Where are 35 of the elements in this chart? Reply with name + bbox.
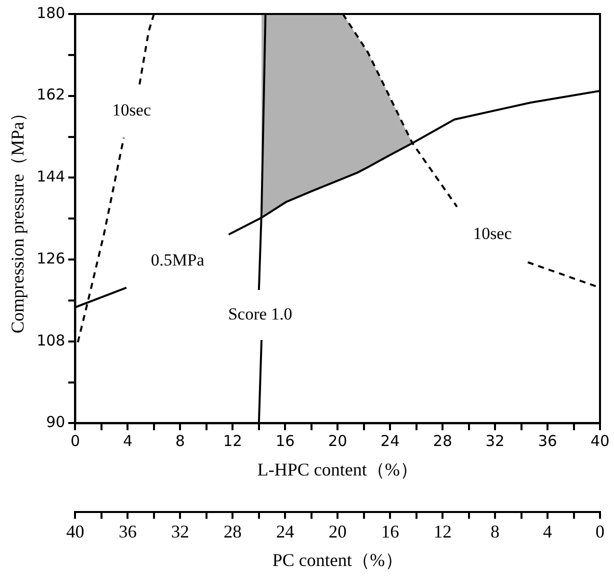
x-tick-label: 32	[486, 432, 505, 450]
x2-tick-label: 28	[224, 521, 242, 542]
y-axis-title: Compression pressure（MPa）	[8, 104, 28, 334]
x-tick-label: 4	[122, 432, 132, 450]
x2-tick-label: 8	[490, 521, 500, 542]
x-tick-label: 28	[433, 432, 452, 450]
y-tick-label: 108	[36, 331, 66, 350]
series-label: 10sec	[473, 224, 512, 243]
x-axis-title: L-HPC content（%）	[257, 460, 418, 480]
y-tick-label: 126	[36, 249, 66, 268]
x-tick-label: 12	[223, 432, 242, 450]
x2-tick-label: 16	[381, 521, 400, 542]
x2-tick-label: 0	[596, 521, 604, 542]
x-tick-label: 8	[175, 432, 185, 450]
x2-tick-label: 40	[66, 521, 84, 542]
y-tick-label: 180	[36, 4, 66, 22]
x-tick-label: 24	[380, 432, 400, 450]
x2-tick-label: 4	[543, 521, 552, 542]
x-tick-label: 16	[276, 432, 295, 450]
x2-tick-label: 36	[118, 521, 137, 542]
x-tick-label: 40	[590, 432, 610, 450]
y-tick-label: 90	[46, 413, 66, 432]
x-tick-label: 20	[328, 432, 348, 450]
y-tick-label: 162	[36, 86, 66, 104]
x2-tick-label: 24	[276, 521, 294, 542]
x-tick-label: 0	[70, 432, 80, 450]
x-tick-label: 36	[538, 432, 558, 450]
x2-tick-label: 12	[434, 521, 452, 542]
series-label: 10sec	[112, 100, 152, 120]
y-tick-label: 144	[36, 168, 66, 186]
x2-axis-title: PC content（%）	[272, 550, 403, 570]
series-label: Score 1.0	[228, 304, 292, 324]
x2-tick-label: 20	[328, 521, 347, 542]
x2-tick-label: 32	[171, 521, 190, 542]
series-label: 0.5MPa	[150, 250, 205, 270]
